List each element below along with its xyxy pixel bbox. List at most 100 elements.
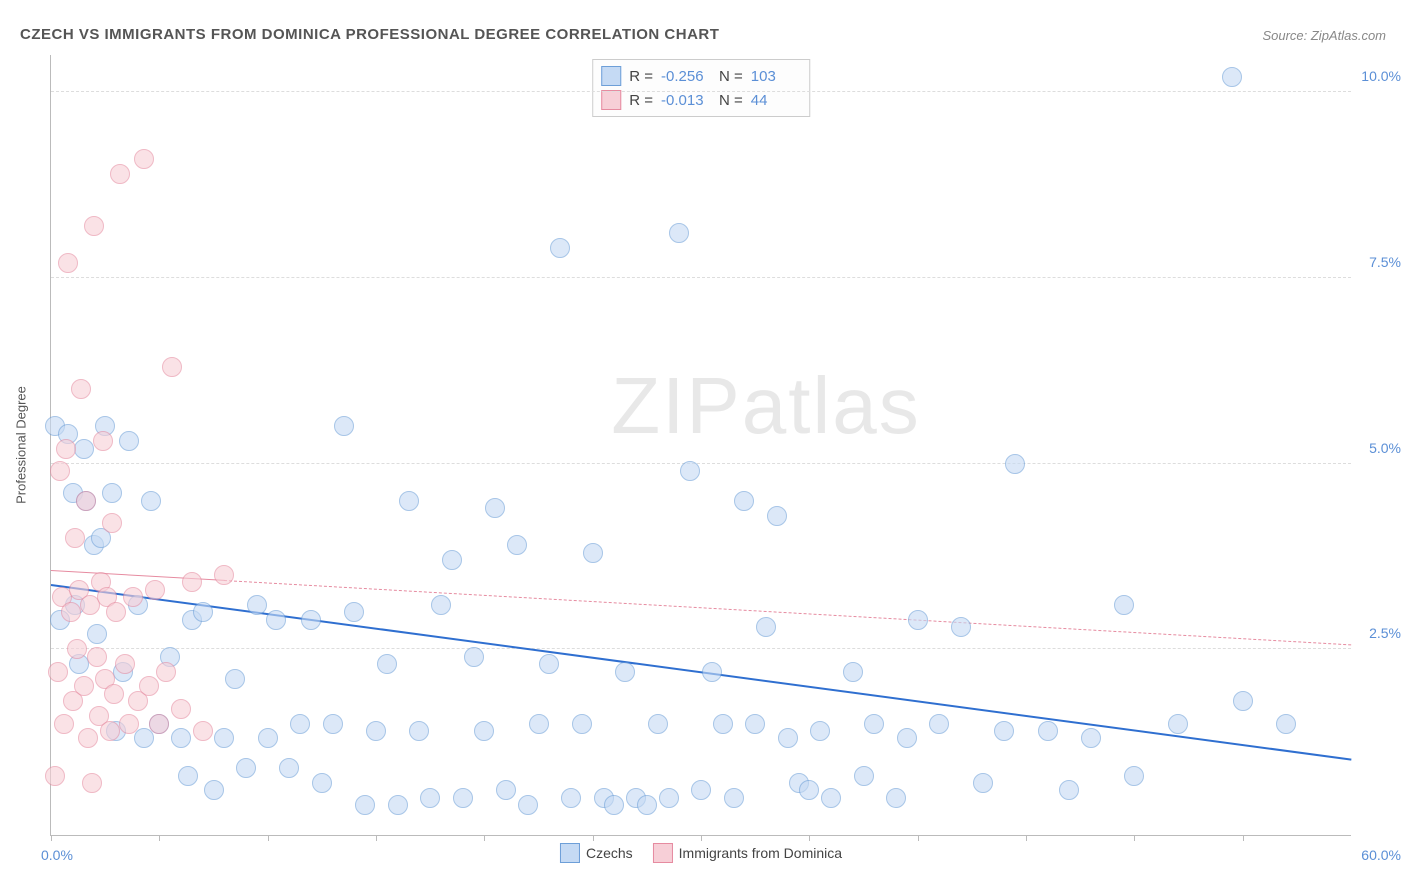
data-point — [134, 149, 154, 169]
data-point — [65, 528, 85, 548]
plot-area: ZIPatlas Professional Degree R =-0.256N … — [50, 55, 1351, 836]
x-tick — [159, 835, 160, 841]
data-point — [71, 379, 91, 399]
data-point — [182, 572, 202, 592]
source-label: Source: ZipAtlas.com — [1262, 28, 1386, 43]
y-tick-label: 5.0% — [1369, 440, 1401, 456]
data-point — [973, 773, 993, 793]
data-point — [810, 721, 830, 741]
stat-r-label: R = — [629, 92, 653, 109]
data-point — [93, 431, 113, 451]
legend-label: Czechs — [586, 845, 633, 861]
data-point — [1168, 714, 1188, 734]
data-point — [87, 624, 107, 644]
gridline — [51, 91, 1351, 92]
data-point — [123, 587, 143, 607]
data-point — [84, 216, 104, 236]
data-point — [604, 795, 624, 815]
stat-row: R =-0.256N =103 — [601, 64, 801, 88]
gridline — [51, 463, 1351, 464]
data-point — [214, 728, 234, 748]
data-point — [399, 491, 419, 511]
data-point — [54, 714, 74, 734]
x-axis-min-label: 0.0% — [41, 847, 73, 863]
data-point — [1222, 67, 1242, 87]
data-point — [115, 654, 135, 674]
x-tick — [268, 835, 269, 841]
x-tick — [918, 835, 919, 841]
stat-n-label: N = — [719, 92, 743, 109]
data-point — [843, 662, 863, 682]
data-point — [583, 543, 603, 563]
data-point — [355, 795, 375, 815]
x-tick — [1243, 835, 1244, 841]
data-point — [58, 253, 78, 273]
trend-line — [224, 580, 1351, 645]
data-point — [908, 610, 928, 630]
data-point — [496, 780, 516, 800]
data-point — [1124, 766, 1144, 786]
x-tick — [809, 835, 810, 841]
data-point — [74, 439, 94, 459]
data-point — [119, 431, 139, 451]
data-point — [48, 662, 68, 682]
data-point — [1005, 454, 1025, 474]
data-point — [67, 639, 87, 659]
data-point — [669, 223, 689, 243]
data-point — [102, 513, 122, 533]
data-point — [193, 721, 213, 741]
data-point — [119, 714, 139, 734]
watermark-zip: ZIP — [611, 361, 741, 450]
data-point — [778, 728, 798, 748]
data-point — [572, 714, 592, 734]
data-point — [1038, 721, 1058, 741]
data-point — [104, 684, 124, 704]
data-point — [691, 780, 711, 800]
legend-swatch — [560, 843, 580, 863]
data-point — [100, 721, 120, 741]
series-swatch — [601, 90, 621, 110]
data-point — [247, 595, 267, 615]
data-point — [994, 721, 1014, 741]
data-point — [312, 773, 332, 793]
data-point — [886, 788, 906, 808]
data-point — [897, 728, 917, 748]
data-point — [56, 439, 76, 459]
data-point — [648, 714, 668, 734]
data-point — [45, 766, 65, 786]
data-point — [106, 602, 126, 622]
stat-n-value: 44 — [751, 92, 801, 109]
data-point — [76, 491, 96, 511]
data-point — [659, 788, 679, 808]
data-point — [420, 788, 440, 808]
x-tick — [1026, 835, 1027, 841]
chart-title: CZECH VS IMMIGRANTS FROM DOMINICA PROFES… — [20, 26, 719, 43]
x-tick — [1134, 835, 1135, 841]
gridline — [51, 277, 1351, 278]
data-point — [279, 758, 299, 778]
x-tick — [593, 835, 594, 841]
watermark: ZIPatlas — [611, 360, 920, 452]
data-point — [724, 788, 744, 808]
y-tick-label: 7.5% — [1369, 254, 1401, 270]
data-point — [821, 788, 841, 808]
data-point — [1233, 691, 1253, 711]
data-point — [102, 483, 122, 503]
data-point — [854, 766, 874, 786]
data-point — [377, 654, 397, 674]
data-point — [453, 788, 473, 808]
data-point — [799, 780, 819, 800]
data-point — [474, 721, 494, 741]
data-point — [139, 676, 159, 696]
data-point — [156, 662, 176, 682]
data-point — [290, 714, 310, 734]
correlation-stats-box: R =-0.256N =103R =-0.013N =44 — [592, 59, 810, 117]
x-tick — [376, 835, 377, 841]
x-axis-max-label: 60.0% — [1361, 847, 1401, 863]
data-point — [204, 780, 224, 800]
x-tick — [701, 835, 702, 841]
data-point — [767, 506, 787, 526]
data-point — [529, 714, 549, 734]
data-point — [1059, 780, 1079, 800]
data-point — [539, 654, 559, 674]
